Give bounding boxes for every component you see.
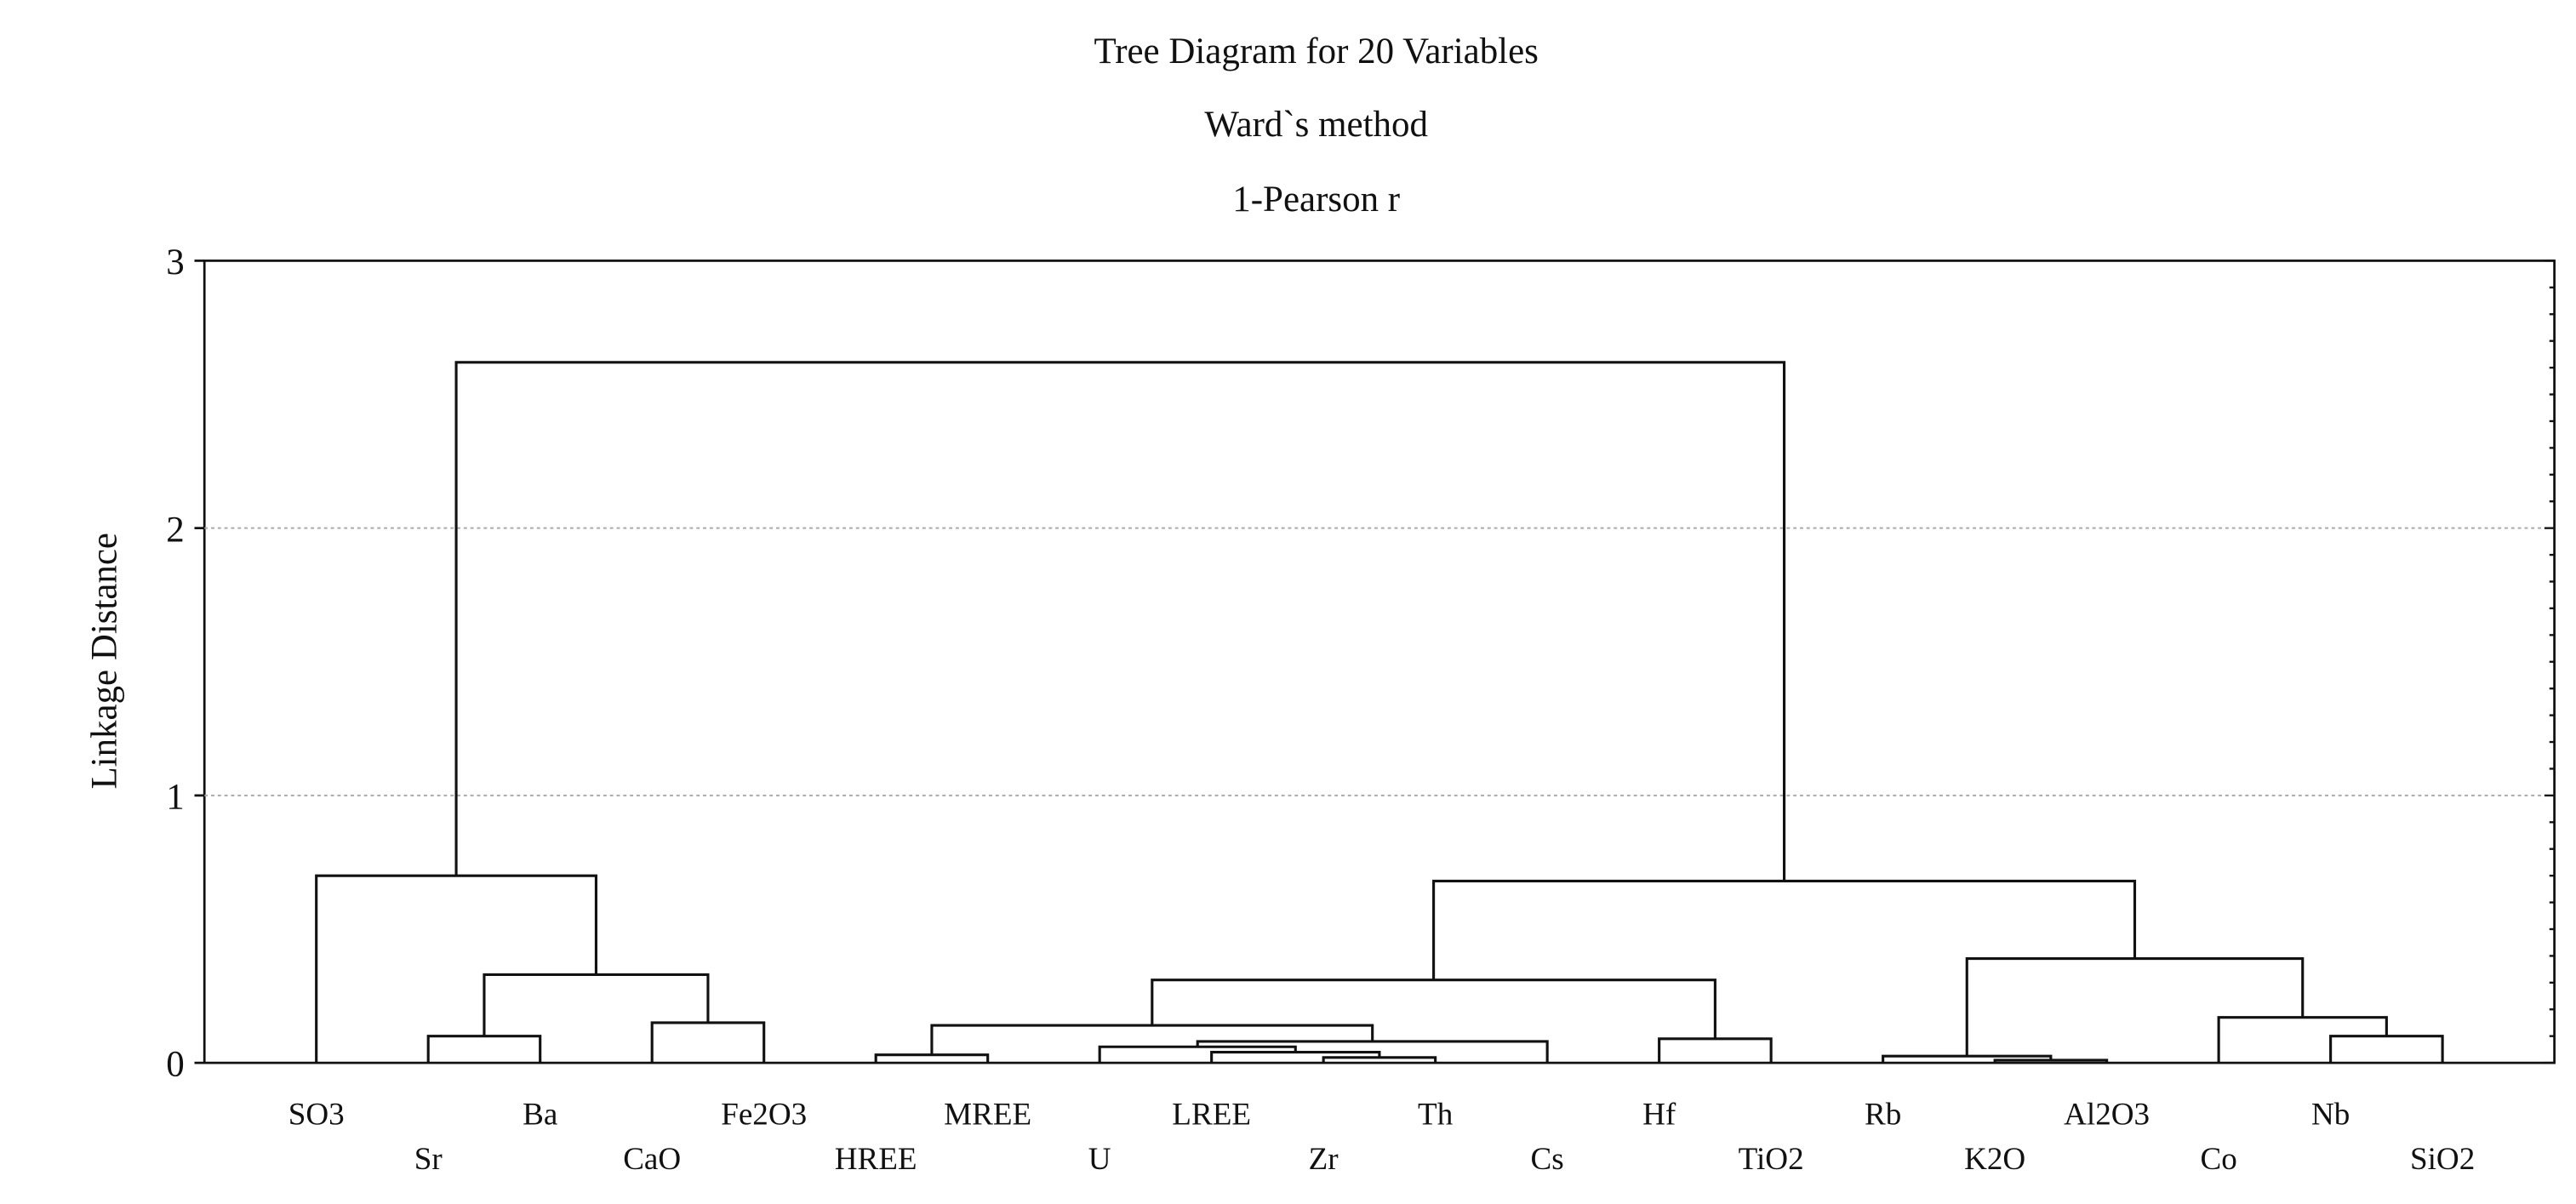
- leaf-label: Cs: [1531, 1142, 1564, 1177]
- dendrogram-link: [930, 1024, 1374, 1055]
- plot-frame: [203, 260, 2556, 1064]
- leaf-label: CaO: [623, 1142, 681, 1177]
- y-tick-label: 0: [166, 1045, 184, 1085]
- dendrogram-link: [426, 1035, 542, 1064]
- y-tick-label: 3: [166, 243, 184, 282]
- leaf-label: Rb: [1865, 1097, 1901, 1132]
- leaf-label: K2O: [1964, 1142, 2025, 1177]
- dendrogram-link: [483, 973, 710, 1036]
- y-tick-label: 2: [166, 510, 184, 550]
- leaf-label: Zr: [1309, 1142, 1339, 1177]
- leaf-label: LREE: [1172, 1097, 1251, 1132]
- dendrogram-link: [650, 1021, 766, 1064]
- leaf-label: Fe2O3: [721, 1097, 807, 1132]
- dendrogram-link: [2217, 1016, 2388, 1064]
- dendrogram-link: [1882, 1054, 2053, 1064]
- leaf-label: MREE: [944, 1097, 1031, 1132]
- leaf-label: TiO2: [1739, 1142, 1804, 1177]
- leaf-label: Hf: [1642, 1097, 1676, 1132]
- leaf-label: Sr: [414, 1142, 443, 1177]
- leaf-label: HREE: [835, 1142, 917, 1177]
- chart-subtitle-metric: 1-Pearson r: [1232, 180, 1400, 220]
- dendrogram-link: [874, 1053, 990, 1064]
- leaf-label: Ba: [523, 1097, 557, 1132]
- y-tick-label: 1: [166, 778, 184, 818]
- chart-title: Tree Diagram for 20 Variables: [1094, 31, 1538, 71]
- leaf-label: Al2O3: [2064, 1097, 2150, 1132]
- leaf-label: SiO2: [2410, 1142, 2475, 1177]
- dendrogram-link: [1432, 879, 2137, 980]
- dendrogram-link: [454, 361, 1786, 882]
- dendrogram-link: [1151, 979, 1716, 1039]
- leaf-label: U: [1088, 1142, 1111, 1177]
- chart-subtitle-method: Ward`s method: [1204, 105, 1428, 145]
- dendrogram-link: [1658, 1037, 1773, 1064]
- dendrogram-link: [315, 874, 598, 1064]
- leaf-label: Co: [2200, 1142, 2236, 1177]
- y-axis-label: Linkage Distance: [85, 533, 125, 790]
- leaf-label: SO3: [288, 1097, 345, 1132]
- dendrogram-link: [2329, 1035, 2444, 1064]
- leaf-label: Th: [1418, 1097, 1454, 1132]
- dendrogram-link: [1098, 1045, 1297, 1064]
- leaf-label: Nb: [2311, 1097, 2350, 1132]
- dendrogram-link: [1965, 956, 2305, 1057]
